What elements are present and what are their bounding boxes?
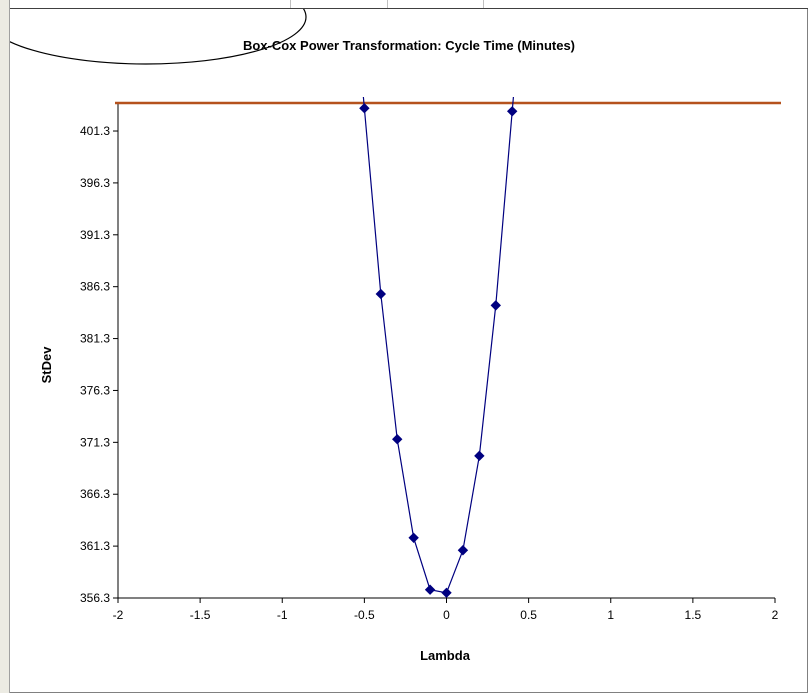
x-tick-label: 0 — [443, 608, 450, 622]
y-tick-label: 386.3 — [80, 280, 110, 294]
y-tick-label: 391.3 — [80, 228, 110, 242]
data-point-marker — [490, 300, 501, 311]
data-point-marker — [506, 106, 518, 117]
plot-area: 356.3 361.3 366.3 371.3 376.3 381.3 386.3 391.3… — [80, 96, 781, 622]
data-point-marker — [424, 584, 436, 595]
y-tick-label: 376.3 — [80, 383, 110, 397]
x-tick-label: 0.5 — [520, 608, 537, 622]
data-point-marker — [408, 532, 419, 544]
chart-title: Box-Cox Power Transformation: Cycle Time… — [243, 38, 575, 53]
x-axis-title: Lambda — [420, 648, 471, 663]
x-tick-label: -1.5 — [190, 608, 211, 622]
y-axis-title: StDev — [39, 346, 54, 384]
top-cell-strip — [10, 0, 808, 9]
x-tick-label: 1.5 — [685, 608, 702, 622]
data-point-marker — [359, 102, 370, 114]
x-tick-label: 2 — [772, 608, 779, 622]
y-tick-label: 361.3 — [80, 539, 110, 553]
y-tick-label: 396.3 — [80, 176, 110, 190]
chart-area[interactable]: Box-Cox Power Transformation: Cycle Time… — [10, 9, 808, 693]
y-tick-label: 401.3 — [80, 124, 110, 138]
y-tick-label: 356.3 — [80, 591, 110, 605]
box-cox-chart: Box-Cox Power Transformation: Cycle Time… — [10, 9, 781, 663]
cell-divider — [483, 0, 484, 8]
x-tick-label: -0.5 — [354, 608, 375, 622]
data-point-marker — [375, 288, 387, 300]
series-line — [362, 96, 515, 594]
x-tick-label: -2 — [113, 608, 124, 622]
y-tick-label: 371.3 — [80, 435, 110, 449]
x-tick-label: -1 — [277, 608, 288, 622]
cell-divider — [387, 0, 388, 8]
y-tick-label: 381.3 — [80, 332, 110, 346]
y-tick-label: 366.3 — [80, 487, 110, 501]
data-point-marker — [474, 450, 485, 462]
x-tick-label: 1 — [607, 608, 614, 622]
left-gutter — [0, 0, 10, 693]
data-point-marker — [392, 434, 403, 445]
data-point-marker — [441, 587, 452, 599]
data-point-marker — [457, 545, 469, 556]
cell-divider — [290, 0, 291, 8]
annotation-circle — [10, 9, 307, 65]
